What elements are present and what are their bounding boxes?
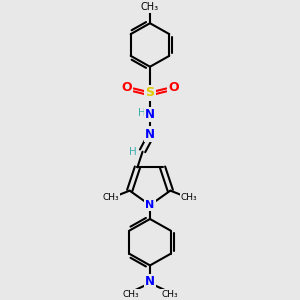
Text: N: N — [145, 128, 155, 140]
Text: CH₃: CH₃ — [161, 290, 178, 299]
Text: O: O — [169, 81, 179, 94]
Text: H: H — [129, 147, 137, 157]
Text: CH₃: CH₃ — [141, 2, 159, 12]
Text: H: H — [138, 108, 146, 118]
Text: CH₃: CH₃ — [122, 290, 139, 299]
Text: N: N — [145, 275, 155, 288]
Text: CH₃: CH₃ — [181, 194, 197, 202]
Text: O: O — [121, 81, 131, 94]
Text: CH₃: CH₃ — [103, 194, 119, 202]
Text: N: N — [146, 200, 154, 210]
Text: S: S — [146, 86, 154, 99]
Text: N: N — [145, 108, 155, 121]
